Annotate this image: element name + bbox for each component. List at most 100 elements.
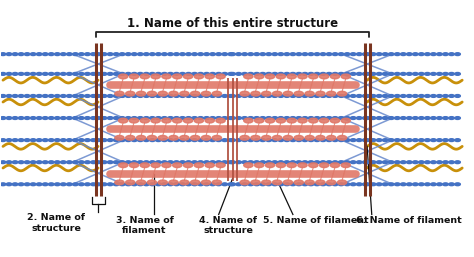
Circle shape <box>376 95 382 97</box>
Circle shape <box>455 139 460 142</box>
Circle shape <box>66 139 72 142</box>
Circle shape <box>131 95 137 97</box>
Circle shape <box>101 139 107 142</box>
Circle shape <box>108 95 113 97</box>
Circle shape <box>55 95 60 97</box>
Circle shape <box>290 72 296 75</box>
Circle shape <box>425 161 430 164</box>
Circle shape <box>55 139 60 142</box>
Text: 4. Name of
structure: 4. Name of structure <box>199 216 257 235</box>
Circle shape <box>370 183 376 186</box>
Circle shape <box>350 183 356 186</box>
Circle shape <box>290 161 296 164</box>
Circle shape <box>338 117 344 120</box>
Circle shape <box>169 135 178 140</box>
Circle shape <box>319 163 329 168</box>
Circle shape <box>394 53 400 56</box>
Circle shape <box>43 161 48 164</box>
Text: 6. Name of filament: 6. Name of filament <box>356 216 462 225</box>
Circle shape <box>108 117 113 120</box>
Circle shape <box>266 161 272 164</box>
Circle shape <box>302 117 308 120</box>
Circle shape <box>230 117 236 120</box>
Circle shape <box>326 72 332 75</box>
Circle shape <box>383 161 388 164</box>
Circle shape <box>12 95 18 97</box>
Circle shape <box>118 118 128 123</box>
Circle shape <box>162 163 171 168</box>
Circle shape <box>407 139 412 142</box>
Circle shape <box>192 117 197 120</box>
Circle shape <box>173 118 182 123</box>
Circle shape <box>284 95 290 97</box>
Circle shape <box>126 139 131 142</box>
Circle shape <box>73 117 78 120</box>
Circle shape <box>290 53 296 56</box>
Circle shape <box>126 91 135 96</box>
Circle shape <box>173 161 179 164</box>
Circle shape <box>284 183 290 186</box>
Circle shape <box>150 72 155 75</box>
Circle shape <box>180 183 185 186</box>
Circle shape <box>236 72 241 75</box>
Circle shape <box>108 72 113 75</box>
Circle shape <box>18 183 24 186</box>
Circle shape <box>262 135 271 140</box>
Circle shape <box>326 117 332 120</box>
Circle shape <box>363 53 368 56</box>
Circle shape <box>278 53 283 56</box>
Circle shape <box>79 95 84 97</box>
Circle shape <box>350 161 356 164</box>
Circle shape <box>210 161 216 164</box>
Circle shape <box>326 183 332 186</box>
Circle shape <box>12 139 18 142</box>
Circle shape <box>308 95 314 97</box>
Circle shape <box>144 161 149 164</box>
Circle shape <box>216 118 225 123</box>
Circle shape <box>244 118 253 123</box>
Circle shape <box>155 72 161 75</box>
Circle shape <box>278 72 283 75</box>
Circle shape <box>431 95 436 97</box>
Circle shape <box>131 139 137 142</box>
Circle shape <box>350 53 356 56</box>
Circle shape <box>383 53 388 56</box>
Circle shape <box>383 183 388 186</box>
Circle shape <box>419 161 424 164</box>
Circle shape <box>36 53 42 56</box>
Circle shape <box>455 161 460 164</box>
Circle shape <box>115 135 124 140</box>
Circle shape <box>394 161 400 164</box>
Circle shape <box>284 117 290 120</box>
Circle shape <box>314 183 320 186</box>
Circle shape <box>36 72 42 75</box>
Circle shape <box>101 161 107 164</box>
Circle shape <box>18 117 24 120</box>
Circle shape <box>91 117 96 120</box>
Circle shape <box>320 53 326 56</box>
Circle shape <box>260 139 265 142</box>
Circle shape <box>216 117 221 120</box>
Circle shape <box>55 183 60 186</box>
Circle shape <box>55 117 60 120</box>
Circle shape <box>308 72 314 75</box>
Circle shape <box>191 91 200 96</box>
Circle shape <box>431 183 436 186</box>
Circle shape <box>254 95 259 97</box>
Circle shape <box>443 139 448 142</box>
Circle shape <box>419 72 424 75</box>
Circle shape <box>276 163 285 168</box>
Circle shape <box>309 74 318 79</box>
Circle shape <box>36 95 42 97</box>
Circle shape <box>431 139 436 142</box>
Circle shape <box>363 183 368 186</box>
Circle shape <box>337 91 346 96</box>
Circle shape <box>151 118 160 123</box>
Circle shape <box>338 95 344 97</box>
Circle shape <box>79 139 84 142</box>
Circle shape <box>198 95 203 97</box>
Circle shape <box>140 118 149 123</box>
Circle shape <box>173 95 179 97</box>
Circle shape <box>194 163 203 168</box>
Circle shape <box>308 183 314 186</box>
